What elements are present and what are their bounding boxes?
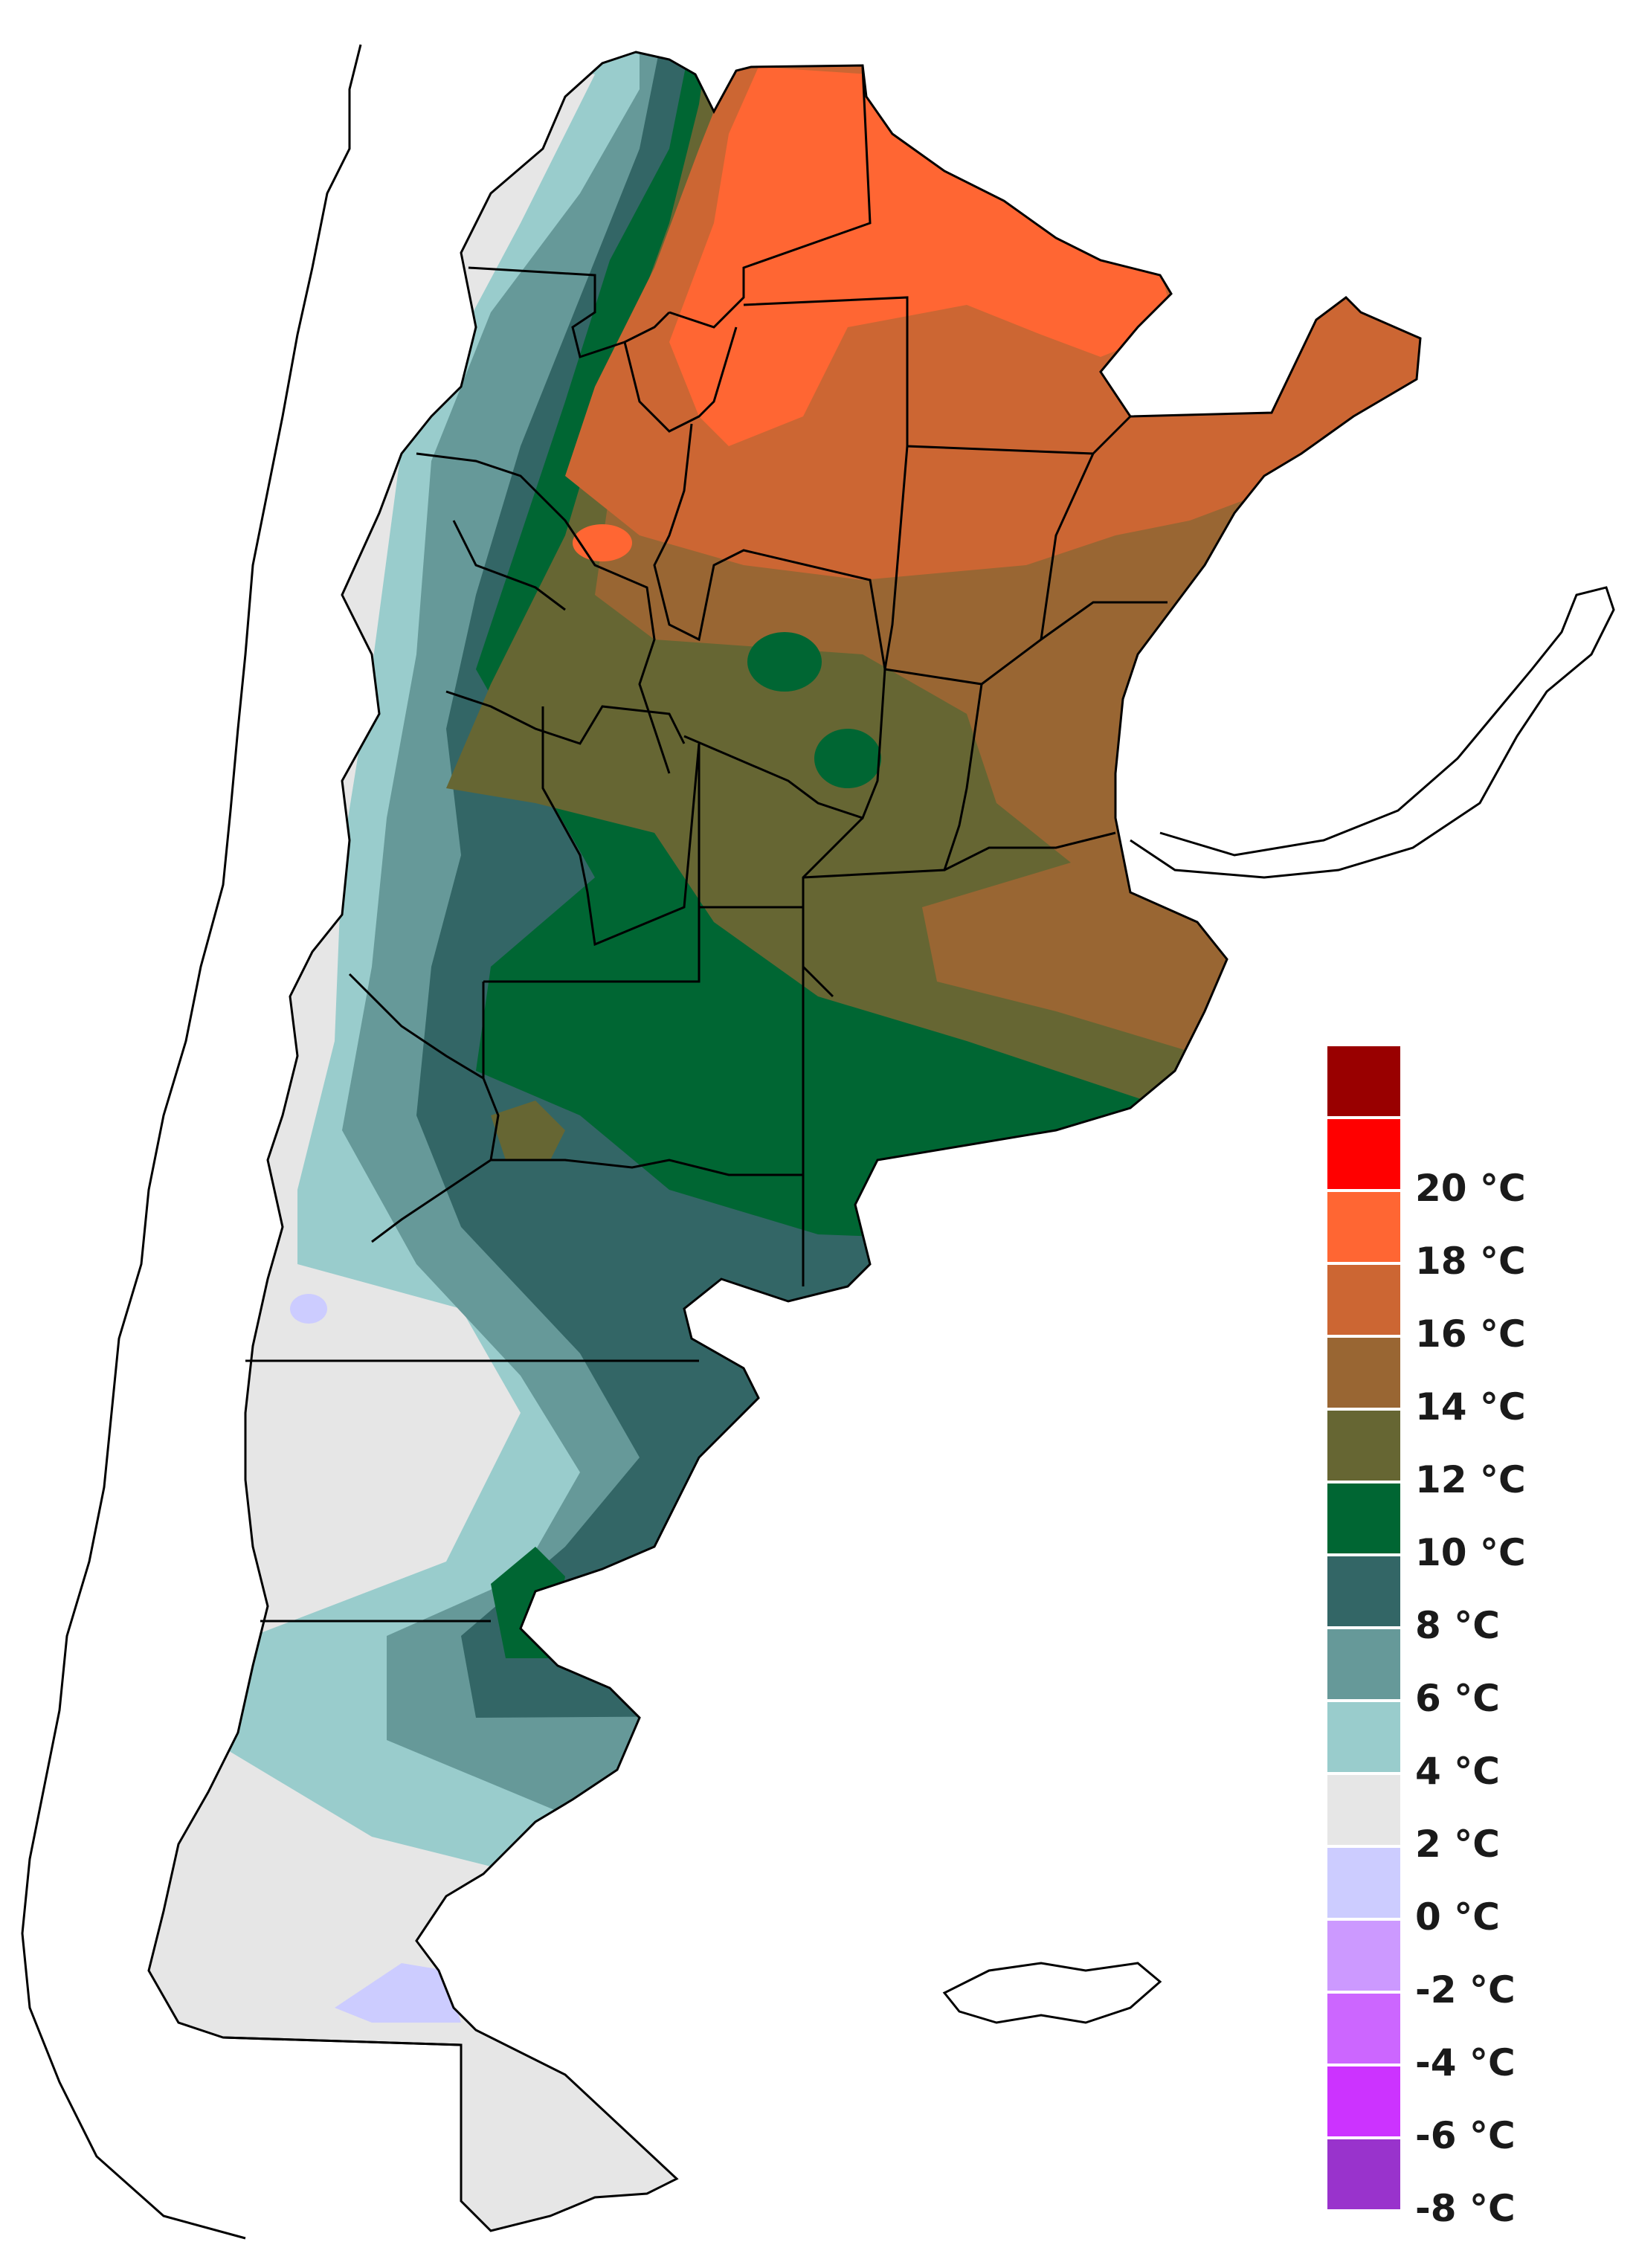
legend-label: -2 °C bbox=[1415, 1968, 1516, 2011]
legend-label: 18 °C bbox=[1415, 1240, 1526, 1283]
legend-label: 14 °C bbox=[1415, 1385, 1526, 1428]
legend-swatch bbox=[1327, 2065, 1400, 2136]
legend-swatch bbox=[1327, 1701, 1400, 1772]
legend-swatch bbox=[1327, 1628, 1400, 1699]
legend-swatch bbox=[1327, 1992, 1400, 2064]
legend-label: 12 °C bbox=[1415, 1458, 1526, 1501]
legend-swatch bbox=[1327, 1409, 1400, 1481]
legend-label: 8 °C bbox=[1415, 1604, 1500, 1647]
legend-label: 2 °C bbox=[1415, 1823, 1500, 1866]
legend-label: 4 °C bbox=[1415, 1750, 1500, 1793]
uruguay-outline bbox=[1130, 586, 1615, 879]
legend-swatch bbox=[1327, 1191, 1400, 1262]
legend-label: -4 °C bbox=[1415, 2041, 1516, 2084]
legend-swatch bbox=[1327, 1774, 1400, 1845]
legend-label: -8 °C bbox=[1415, 2187, 1516, 2230]
legend-label: 0 °C bbox=[1415, 1895, 1500, 1939]
legend-swatch bbox=[1327, 2138, 1400, 2209]
province-borders bbox=[222, 66, 1168, 2201]
legend-swatch bbox=[1327, 1919, 1400, 1991]
legend-label: 6 °C bbox=[1415, 1677, 1500, 1720]
legend-label: 10 °C bbox=[1415, 1531, 1526, 1574]
legend-label: 16 °C bbox=[1415, 1312, 1526, 1356]
legend-swatch bbox=[1327, 1482, 1400, 1553]
chile-outline bbox=[21, 44, 362, 2240]
falklands-outline bbox=[942, 1962, 1162, 2024]
legend-swatch bbox=[1327, 1118, 1400, 1189]
legend-swatch bbox=[1327, 1555, 1400, 1626]
temperature-legend: 20 °C 18 °C 16 °C 14 °C 12 °C 10 °C 8 °C 6 °C 4 … bbox=[1327, 1045, 1625, 2227]
legend-label: -6 °C bbox=[1415, 2114, 1516, 2157]
legend-swatch bbox=[1327, 1045, 1400, 1116]
legend-swatch bbox=[1327, 1336, 1400, 1408]
legend-swatch bbox=[1327, 1263, 1400, 1335]
legend-swatch bbox=[1327, 1846, 1400, 1918]
legend-label: 20 °C bbox=[1415, 1167, 1526, 1210]
